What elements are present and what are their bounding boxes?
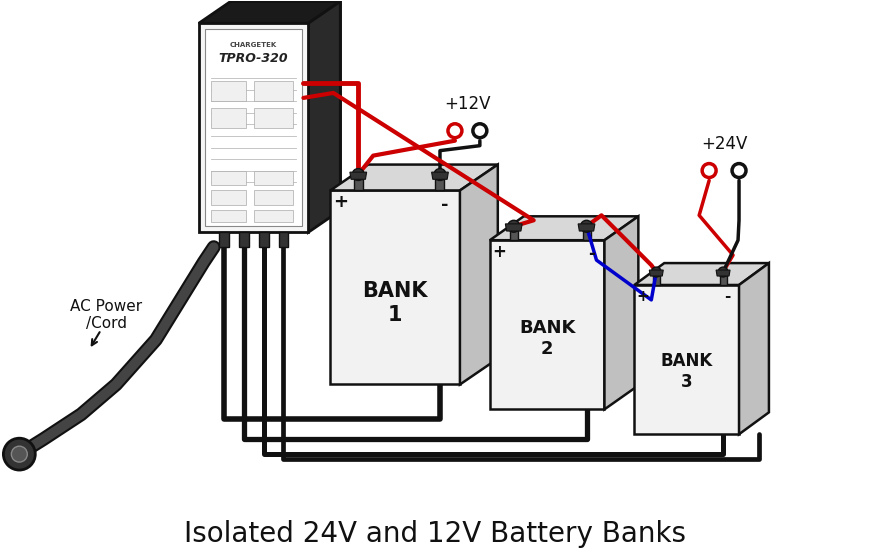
Bar (210, 211, 245, 222)
Text: +12V: +12V (444, 95, 490, 113)
Text: -: - (723, 290, 729, 305)
Circle shape (473, 124, 487, 138)
Bar (253, 211, 293, 222)
Polygon shape (489, 240, 604, 409)
Polygon shape (330, 165, 497, 190)
Polygon shape (330, 190, 460, 385)
Circle shape (434, 169, 446, 180)
Polygon shape (489, 216, 638, 240)
Text: BANK
3: BANK 3 (660, 352, 712, 391)
Circle shape (11, 446, 27, 462)
Circle shape (651, 267, 660, 277)
Text: AC Power
/Cord: AC Power /Cord (70, 298, 142, 331)
Polygon shape (505, 224, 521, 231)
Polygon shape (578, 224, 594, 231)
Bar (253, 190, 293, 206)
Text: +24V: +24V (700, 134, 746, 153)
Bar (198, 24, 308, 232)
Bar (238, 232, 249, 247)
Text: +: + (635, 290, 648, 305)
Text: -: - (587, 245, 594, 263)
Bar (278, 232, 289, 247)
Text: -: - (441, 197, 448, 214)
Text: TPRO-320: TPRO-320 (218, 52, 288, 64)
Bar (210, 171, 245, 185)
Circle shape (352, 169, 364, 180)
Text: CHARGETEK: CHARGETEK (229, 42, 277, 48)
Bar (258, 232, 269, 247)
Polygon shape (198, 1, 340, 24)
Circle shape (701, 164, 715, 178)
Circle shape (717, 267, 727, 277)
Bar (354, 179, 362, 190)
Bar (253, 81, 293, 101)
Bar (210, 108, 245, 128)
Polygon shape (349, 172, 366, 179)
Polygon shape (634, 263, 768, 285)
Polygon shape (648, 270, 662, 276)
Bar (719, 275, 726, 285)
Bar (218, 232, 229, 247)
Bar (582, 229, 590, 240)
Text: BANK
2: BANK 2 (518, 319, 574, 358)
Bar (204, 29, 302, 226)
Polygon shape (738, 263, 768, 434)
Text: +: + (491, 243, 505, 261)
Bar (652, 275, 659, 285)
Bar (253, 108, 293, 128)
Bar (435, 179, 444, 190)
Circle shape (448, 124, 461, 138)
Polygon shape (634, 285, 738, 434)
Polygon shape (460, 165, 497, 385)
Circle shape (731, 164, 745, 178)
Text: +: + (333, 193, 348, 211)
Polygon shape (230, 1, 340, 211)
Polygon shape (604, 216, 638, 409)
Circle shape (3, 438, 36, 470)
Circle shape (507, 220, 519, 232)
Text: Isolated 24V and 12V Battery Banks: Isolated 24V and 12V Battery Banks (183, 520, 686, 548)
Text: BANK
1: BANK 1 (362, 281, 428, 325)
Circle shape (580, 220, 592, 232)
Bar (210, 81, 245, 101)
Polygon shape (308, 1, 340, 232)
Bar (509, 229, 517, 240)
Bar (253, 171, 293, 185)
Bar (210, 190, 245, 206)
Polygon shape (715, 270, 729, 276)
Polygon shape (431, 172, 448, 179)
